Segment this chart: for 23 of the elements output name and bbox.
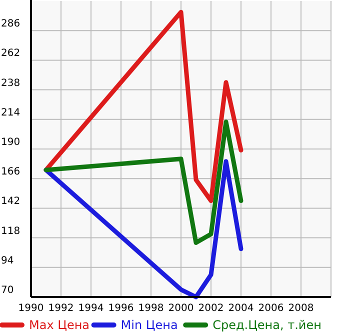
x-tick-label: 2002 [198,303,224,314]
y-tick-label: 70 [1,285,14,296]
y-tick-label: 286 [1,18,20,30]
y-tick-label: 238 [1,78,20,89]
legend-label: Max Цена [29,318,90,332]
y-tick-label: 142 [1,196,20,208]
y-tick-label: 262 [1,48,20,60]
y-tick-label: 118 [1,226,20,237]
y-tick-label: 166 [1,166,20,178]
x-tick-label: 1990 [18,303,44,314]
x-tick-label: 1992 [48,303,74,314]
x-tick-label: 2008 [288,303,314,314]
x-tick-label: 2000 [168,303,194,314]
y-tick-label: 94 [1,255,14,266]
x-tick-label: 1996 [108,303,134,314]
x-tick-label: 2004 [228,303,254,314]
legend-label: Сред.Цена, т.йен [212,318,322,332]
x-tick-label: 1998 [138,303,164,314]
x-tick-label: 1994 [78,303,104,314]
x-tick-label: 2006 [258,303,284,314]
y-tick-label: 214 [1,107,20,118]
legend-label: Min Цена [120,318,178,332]
y-tick-label: 190 [1,137,20,148]
